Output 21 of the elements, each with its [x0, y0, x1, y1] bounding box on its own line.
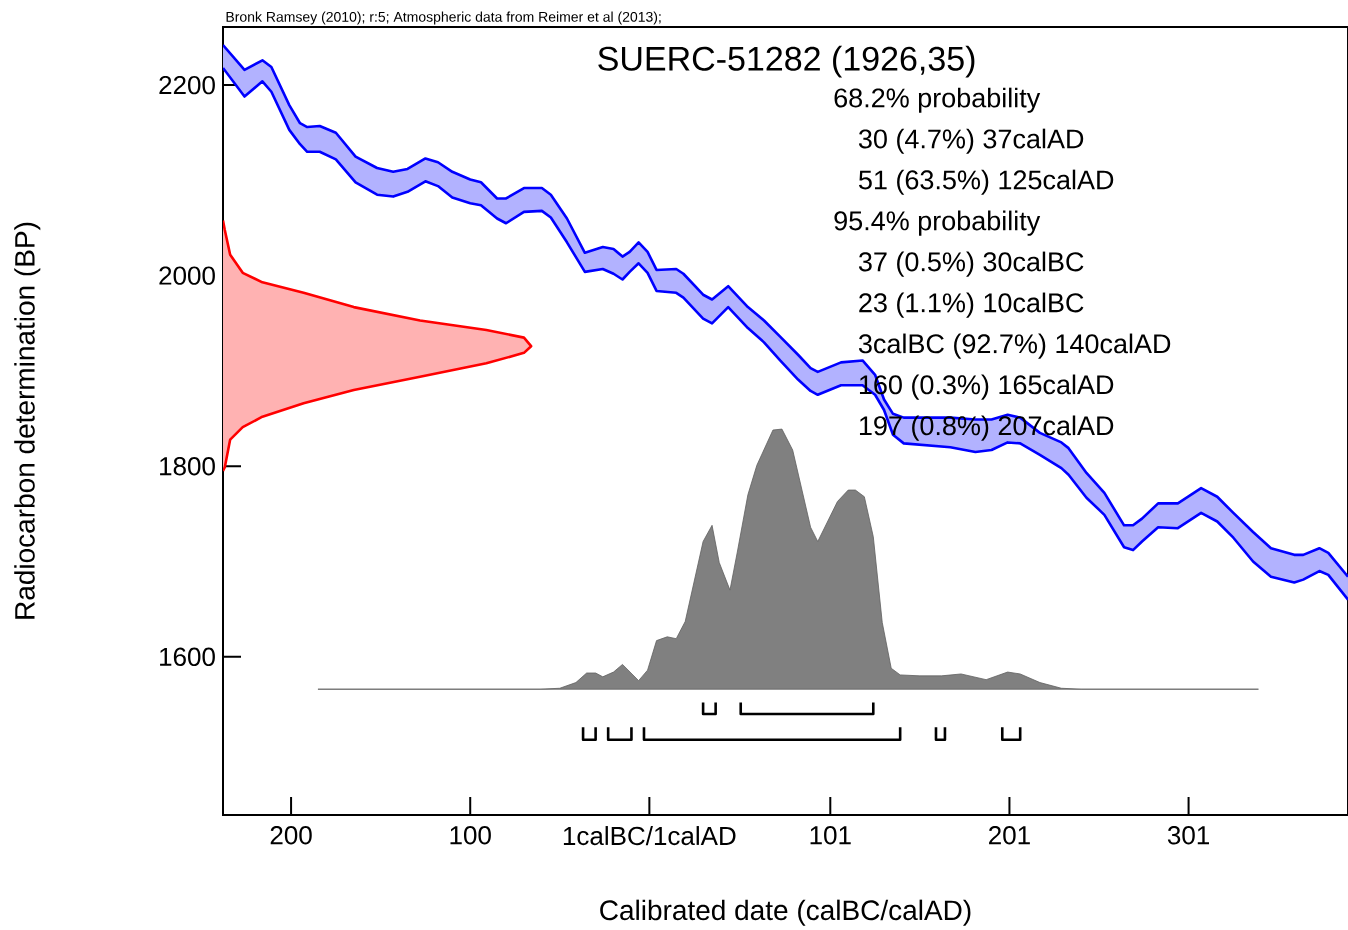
x-tick-label: 1calBC/1calAD: [563, 826, 736, 846]
annotation: 68.2% probability: [834, 87, 1041, 113]
text: SUERC-51282 (1926,35): [598, 45, 975, 78]
annotation: 51 (63.5%) 125calAD: [858, 169, 1114, 195]
y-tick-label: 1600: [160, 647, 215, 667]
x-tick-label: 100: [450, 826, 491, 845]
annotation: 37 (0.5%) 30calBC: [858, 251, 1084, 277]
x-tick-label: 200: [270, 826, 312, 845]
y-tick-label: 2000: [159, 266, 215, 285]
text: Bronk Ramsey (2010); r:5; Atmospheric data from Reimer et al (2013);: [226, 11, 661, 25]
x-tick-label: 301: [1167, 826, 1210, 845]
annotation: 3calBC (92.7%) 140calAD: [858, 333, 1171, 359]
y-tick-label: 2200: [159, 75, 215, 95]
x-axis-title: Calibrated date (calBC/calAD): [600, 899, 971, 926]
y-tick-label: 1800: [160, 457, 215, 476]
x-tick-label: 101: [810, 826, 851, 845]
annotation: 95.4% probability: [834, 210, 1041, 236]
annotation: 23 (1.1%) 10calBC: [859, 292, 1084, 318]
annotation: 30 (4.7%) 37calAD: [858, 128, 1084, 154]
y-axis-title: Radiocarbon determination (BP): [14, 222, 41, 619]
x-tick-label: 201: [989, 826, 1030, 845]
